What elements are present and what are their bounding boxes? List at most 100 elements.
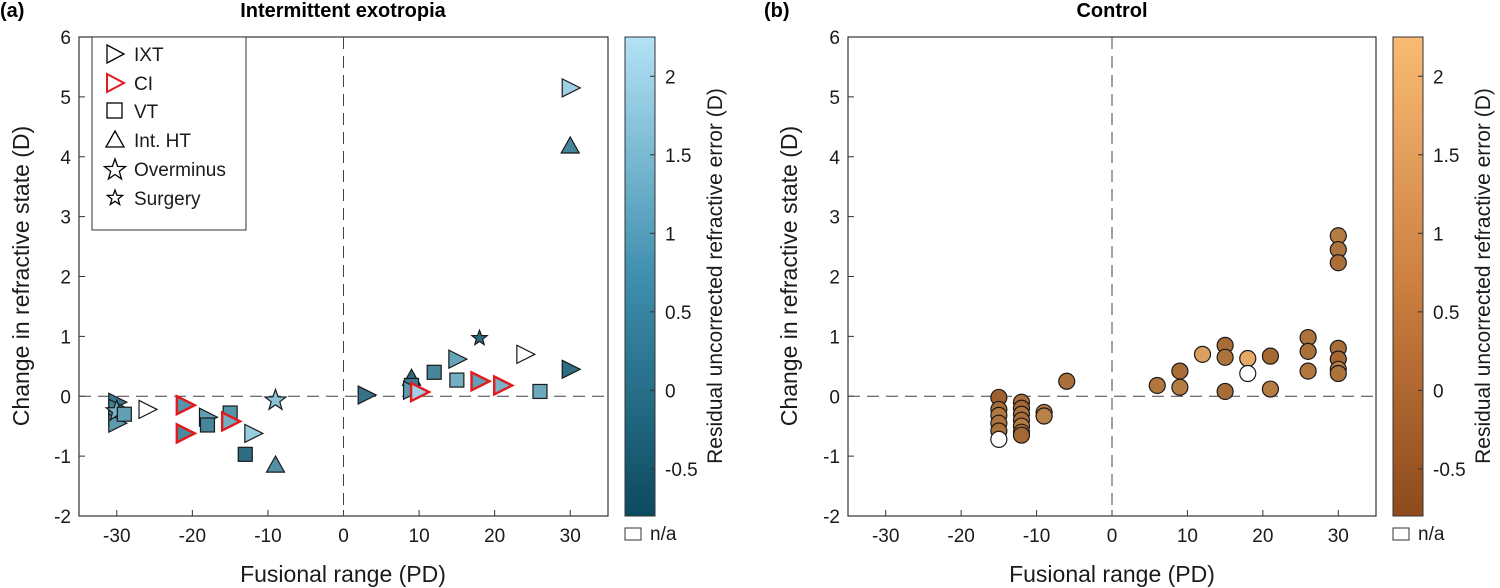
colorbar-tick-label: 1 — [1433, 224, 1444, 245]
x-tick-label: -20 — [179, 526, 206, 547]
colorbar-tick-label: 0.5 — [665, 303, 691, 324]
legend-vt-marker — [106, 102, 123, 119]
data-point-circle — [1193, 345, 1212, 363]
legend-ci-marker — [106, 72, 127, 94]
panel-b-label: (b) — [764, 0, 790, 22]
panel-b-reference-lines — [848, 37, 1376, 516]
data-point-circle — [1261, 347, 1280, 365]
legend-int-ht-label: Int. HT — [134, 131, 191, 152]
data-point-circle — [1329, 254, 1347, 272]
panel-a-na-swatch — [624, 527, 642, 541]
x-tick-label: -10 — [1023, 526, 1050, 547]
data-point-tri — [561, 359, 582, 380]
data-point-circle — [990, 430, 1008, 448]
legend-vt-label: VT — [134, 102, 159, 123]
y-tick-label: 3 — [829, 208, 840, 229]
data-point-circle — [1058, 372, 1076, 390]
legend-overminus-label: Overminus — [134, 160, 226, 181]
panel-a-colorbar — [624, 36, 656, 517]
data-point-circle — [1216, 382, 1234, 401]
colorbar-tick-label: -0.5 — [665, 460, 698, 481]
x-tick-label: 30 — [1328, 526, 1349, 547]
data-point-circle — [1239, 364, 1257, 383]
colorbar-tick-label: 1.5 — [1433, 146, 1459, 167]
data-point-tri — [244, 423, 265, 444]
y-tick-label: 6 — [829, 28, 840, 49]
x-tick-label: -20 — [947, 526, 974, 547]
data-point-ci — [175, 394, 198, 417]
data-point-star_small — [470, 328, 489, 347]
panel-a-title: Intermittent exotropia — [240, 0, 446, 22]
x-tick-label: -30 — [872, 526, 899, 547]
data-point-tri — [448, 349, 469, 370]
data-point-tri — [516, 344, 537, 365]
data-point-circle — [1171, 378, 1189, 396]
x-tick-label: 10 — [1177, 526, 1198, 547]
data-point-circle — [1329, 364, 1347, 383]
panel-b-xlabel: Fusional range (PD) — [1009, 561, 1215, 587]
colorbar-tick-label: 1 — [665, 224, 676, 245]
data-point-ci — [409, 381, 432, 404]
panel-a-colorbar-label: Residual uncorrected refractive error (D… — [704, 88, 727, 464]
legend-ixt-label: IXT — [134, 45, 164, 66]
panel-a-colorbar-ticks: -0.5 0 0.5 1 1.5 2 — [650, 67, 698, 481]
panel-a-ylabel: Change in refractive state (D) — [8, 126, 34, 426]
y-tick-label: 0 — [60, 387, 71, 408]
legend-surgery-label: Surgery — [134, 189, 201, 210]
panel-a-points — [104, 77, 582, 473]
x-tick-label: 30 — [560, 526, 581, 547]
panel-a-reference-lines — [79, 37, 608, 516]
panel-b-colorbar-ticks: -0.5 0 0.5 1 1.5 2 — [1418, 67, 1466, 481]
y-tick-label: 3 — [60, 208, 71, 229]
data-point-ci — [175, 422, 198, 445]
colorbar-tick-label: 0.5 — [1433, 303, 1459, 324]
data-point-circle — [1261, 380, 1280, 398]
data-point-circle — [1148, 376, 1166, 395]
x-tick-label: 0 — [338, 526, 349, 547]
panel-a-na-label: n/a — [650, 524, 677, 545]
y-tick-label: 1 — [829, 327, 840, 348]
x-tick-label: -30 — [103, 526, 130, 547]
data-point-circle — [1171, 362, 1189, 380]
y-tick-label: 5 — [829, 88, 840, 109]
data-point-circle — [1299, 342, 1317, 360]
panel-b-colorbar-label: Residual uncorrected refractive error (D… — [1472, 88, 1495, 464]
x-tick-label: 10 — [409, 526, 430, 547]
y-tick-label: 1 — [60, 327, 71, 348]
data-point-sq — [116, 406, 132, 422]
panel-a-label: (a) — [0, 0, 24, 22]
legend-int-ht-marker — [104, 129, 126, 148]
data-point-circle — [1216, 348, 1234, 366]
y-tick-label: 0 — [829, 387, 840, 408]
data-point-sq — [426, 364, 442, 380]
y-tick-label: 4 — [829, 148, 840, 169]
data-point-tri_up — [560, 135, 581, 154]
legend-surgery-marker — [105, 188, 125, 207]
data-point-sq — [237, 446, 253, 462]
legend-ixt-marker — [106, 43, 126, 65]
panel-b-title: Control — [1076, 0, 1147, 22]
colorbar-tick-label: 0 — [665, 381, 676, 402]
y-tick-label: -1 — [823, 447, 840, 468]
x-tick-label: 0 — [1107, 526, 1118, 547]
panel-a: (a) Intermittent exotropia -30 -20 -10 0 10 2… — [0, 0, 727, 587]
data-point-sq — [532, 383, 548, 400]
data-point-star — [263, 387, 288, 411]
colorbar-tick-label: 2 — [665, 67, 676, 88]
y-tick-label: 4 — [60, 148, 71, 169]
data-point-ci — [493, 374, 515, 397]
panel-a-xlabel: Fusional range (PD) — [240, 561, 446, 587]
y-tick-label: -2 — [823, 507, 840, 528]
data-point-tri_up — [265, 454, 286, 473]
panel-b-na-swatch — [1392, 527, 1410, 541]
data-point-ci — [220, 410, 243, 433]
y-tick-label: 5 — [60, 88, 71, 109]
y-tick-label: -2 — [54, 507, 71, 528]
data-point-tri — [138, 399, 159, 420]
x-tick-label: 20 — [1252, 526, 1273, 547]
panel-b-ylabel: Change in refractive state (D) — [776, 126, 802, 426]
data-point-sq — [199, 417, 216, 433]
data-point-sq — [449, 372, 465, 388]
